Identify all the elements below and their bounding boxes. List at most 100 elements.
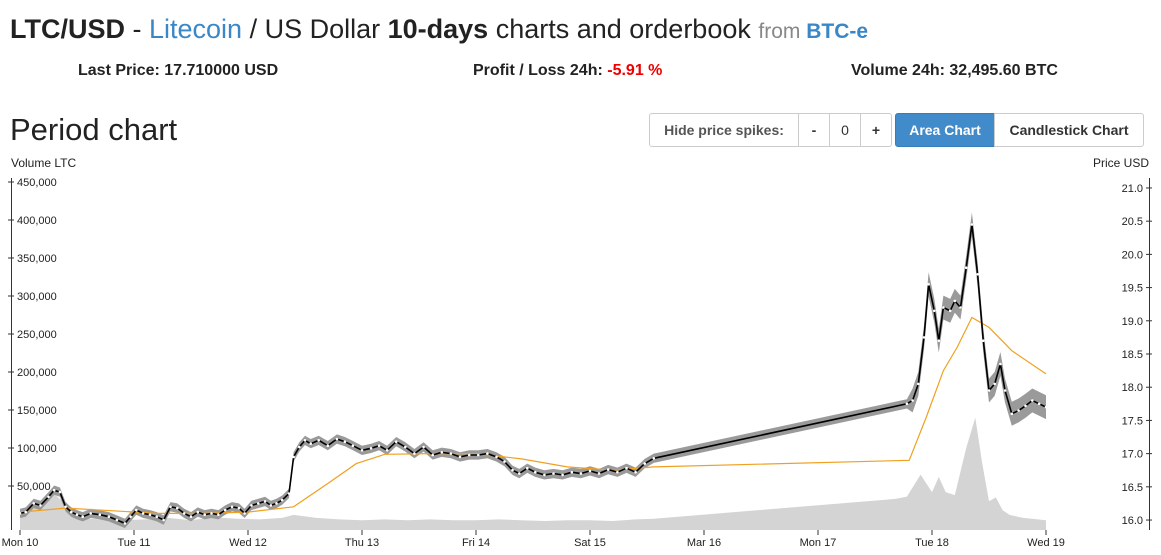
price-point xyxy=(385,449,389,452)
price-point xyxy=(64,505,67,509)
price-point xyxy=(922,336,926,339)
left-tick-label: 250,000 xyxy=(17,329,57,341)
price-line xyxy=(19,224,1047,525)
price-point xyxy=(75,513,79,516)
price-point xyxy=(89,512,92,515)
price-point xyxy=(1003,389,1007,392)
spikes-value-field[interactable]: 0 xyxy=(829,113,861,147)
price-point xyxy=(570,470,574,474)
price-point xyxy=(606,468,610,471)
price-point xyxy=(317,439,321,442)
price-point xyxy=(115,518,119,522)
pair-symbol: LTC/USD xyxy=(10,14,125,44)
price-point xyxy=(257,502,260,505)
x-tick-label: Tue 11 xyxy=(117,537,150,549)
price-point xyxy=(210,512,213,515)
price-point xyxy=(937,339,941,342)
price-point xyxy=(1010,412,1014,416)
candlestick-chart-button[interactable]: Candlestick Chart xyxy=(994,113,1144,147)
price-point xyxy=(993,382,996,386)
title-rest: charts and orderbook xyxy=(488,14,759,44)
price-point xyxy=(189,515,193,518)
price-point xyxy=(303,439,307,442)
price-point xyxy=(543,473,546,477)
left-axis-title: Volume LTC xyxy=(11,156,76,170)
price-point xyxy=(217,513,220,516)
x-tick-label: Sat 15 xyxy=(574,537,606,549)
price-point xyxy=(970,223,974,226)
price-point xyxy=(987,389,991,392)
price-point xyxy=(237,506,241,510)
price-point xyxy=(123,522,127,525)
price-spread-band xyxy=(20,212,1046,528)
price-point xyxy=(343,440,347,444)
area-chart-button[interactable]: Area Chart xyxy=(895,113,995,147)
price-point xyxy=(24,510,28,514)
right-tick-label: 18.0 xyxy=(1122,382,1143,394)
price-point xyxy=(1024,404,1027,408)
left-tick-label: 450,000 xyxy=(17,177,57,189)
price-point xyxy=(243,512,246,515)
price-point xyxy=(70,510,73,514)
price-point xyxy=(107,515,111,518)
chart-toolbar: Hide price spikes: - 0 + Area Chart Cand… xyxy=(649,113,1144,147)
section-title: Period chart xyxy=(10,112,178,147)
x-tick-label: Mon 17 xyxy=(800,537,837,549)
price-point xyxy=(287,492,291,495)
price-point xyxy=(440,451,444,454)
price-point xyxy=(18,512,22,515)
period-chart: Volume LTC Price USD 50,000 100,000 150,00… xyxy=(2,156,1152,549)
title-from: from xyxy=(758,20,807,43)
price-point xyxy=(377,444,381,448)
left-tick-label: 300,000 xyxy=(17,291,57,303)
price-point xyxy=(511,468,514,472)
price-point xyxy=(917,382,920,386)
right-tick-label: 19.5 xyxy=(1122,283,1143,295)
price-point xyxy=(431,453,435,457)
price-point xyxy=(182,512,186,515)
price-point xyxy=(280,498,284,502)
price-point xyxy=(81,515,84,518)
price-point xyxy=(203,513,206,516)
last-price-value: 17.710000 USD xyxy=(164,62,279,79)
right-tick-label: 21.0 xyxy=(1122,183,1143,195)
price-point xyxy=(275,502,278,505)
last-price-label: Last Price: xyxy=(78,62,165,79)
price-point xyxy=(176,506,179,510)
price-point xyxy=(413,452,416,455)
price-point xyxy=(458,455,462,459)
price-point xyxy=(263,500,267,503)
price-point xyxy=(269,504,273,507)
profit-loss-label: Profit / Loss 24h: xyxy=(473,62,608,79)
price-point xyxy=(292,455,295,459)
hide-spikes-label: Hide price spikes: xyxy=(649,113,799,147)
price-point xyxy=(552,472,555,475)
title-period: 10-days xyxy=(387,14,489,44)
price-point xyxy=(1017,409,1020,412)
price-point xyxy=(976,273,979,276)
title-separator: - xyxy=(125,14,149,44)
coin-link[interactable]: Litecoin xyxy=(149,14,243,44)
volume-label: Volume 24h: xyxy=(851,62,950,79)
price-point xyxy=(1031,399,1034,402)
price-point xyxy=(169,505,172,509)
price-point xyxy=(526,466,529,470)
price-point xyxy=(135,508,138,512)
page-title: LTC/USD - Litecoin / US Dollar 10-days c… xyxy=(10,14,868,45)
price-point xyxy=(1037,402,1041,406)
price-point xyxy=(588,469,592,473)
spikes-increment-button[interactable]: + xyxy=(860,113,892,147)
price-point xyxy=(309,442,313,446)
left-tick-label: 200,000 xyxy=(17,367,57,379)
price-point xyxy=(534,470,537,474)
price-point xyxy=(52,488,56,492)
right-tick-label: 18.5 xyxy=(1122,349,1143,361)
price-point xyxy=(652,457,656,460)
price-point xyxy=(298,445,301,449)
price-point xyxy=(422,445,425,449)
price-point xyxy=(467,453,471,457)
price-point xyxy=(964,266,968,269)
price-point xyxy=(597,472,601,475)
spikes-decrement-button[interactable]: - xyxy=(798,113,830,147)
exchange-link[interactable]: BTC-e xyxy=(806,20,869,43)
